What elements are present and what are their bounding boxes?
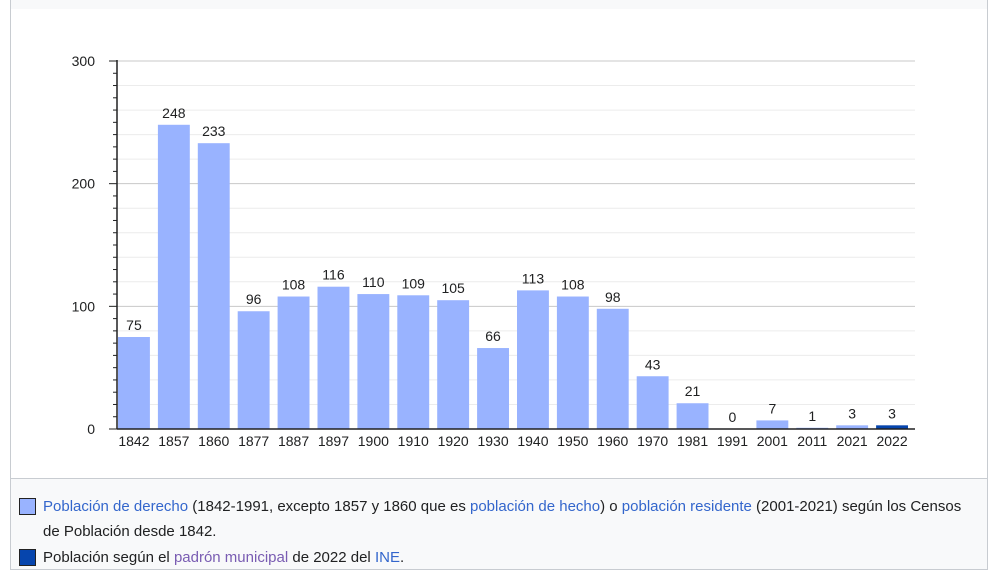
- x-tick-label: 1981: [677, 433, 708, 449]
- link-poblacion-residente[interactable]: población residente: [621, 498, 752, 515]
- population-bar-chart: 0 100 200 300 75 1842 248 1857 233 1860 96 1877 108 1…: [72, 53, 915, 449]
- data-label: 108: [282, 277, 306, 293]
- link-poblacion-derecho[interactable]: Población de derecho: [43, 498, 189, 515]
- data-label: 21: [685, 383, 701, 399]
- x-tick-label: 1900: [358, 433, 389, 449]
- x-tick-label: 1991: [717, 433, 748, 449]
- bar-1950: [556, 296, 589, 429]
- bar-1842: [118, 337, 150, 429]
- bar-1920: [437, 300, 470, 429]
- link-padron-municipal[interactable]: padrón municipal: [173, 549, 289, 566]
- bar-1981: [676, 403, 709, 429]
- x-tick-label: 2021: [837, 433, 868, 449]
- data-label: 98: [605, 289, 621, 305]
- data-label: 108: [561, 277, 585, 293]
- legend-text: Población según el: [43, 549, 174, 566]
- data-label: 66: [485, 328, 501, 344]
- data-label: 116: [322, 267, 345, 283]
- data-label: 233: [202, 123, 226, 139]
- legend: Población de derecho (1842-1991, excepto…: [19, 494, 979, 570]
- bar-1940: [517, 290, 549, 429]
- x-tick-label: 2011: [797, 433, 827, 449]
- x-tick-label: 1940: [517, 433, 548, 449]
- data-label: 75: [126, 317, 142, 333]
- link-poblacion-hecho[interactable]: población de hecho: [470, 498, 601, 515]
- bar-1900: [357, 294, 390, 429]
- legend-swatch-dark-blue: [19, 549, 36, 566]
- x-tick-label: 1887: [278, 433, 309, 449]
- x-tick-label: 1950: [557, 433, 588, 449]
- bar-1970: [636, 376, 669, 429]
- data-label: 110: [362, 274, 385, 290]
- y-tick-label: 300: [72, 53, 96, 69]
- data-label: 96: [246, 291, 262, 307]
- data-label: 248: [162, 105, 186, 121]
- x-tick-label: 1960: [597, 433, 628, 449]
- bar-2022: [876, 425, 908, 429]
- x-tick-label: 1857: [158, 433, 189, 449]
- x-tick-label: 1910: [398, 433, 429, 449]
- x-tick-label: 1860: [198, 433, 229, 449]
- x-tick-label: 1897: [318, 433, 349, 449]
- legend-text: ) o: [600, 498, 622, 515]
- bar-1860: [197, 143, 230, 430]
- x-tick-label: 2001: [757, 433, 788, 449]
- chart-area: 0 100 200 300 75 1842 248 1857 233 1860 96 1877 108 1…: [11, 9, 987, 479]
- y-tick-label: 0: [87, 421, 95, 437]
- data-label: 0: [729, 409, 737, 425]
- x-tick-label: 2022: [876, 433, 907, 449]
- bar-1887: [277, 296, 310, 429]
- legend-swatch-light-blue: [19, 498, 36, 515]
- bar-1877: [237, 311, 270, 429]
- bar-1897: [317, 286, 350, 429]
- data-label: 109: [402, 275, 426, 291]
- x-tick-label: 1970: [637, 433, 668, 449]
- bar-1930: [477, 348, 509, 429]
- data-label: 43: [645, 356, 661, 372]
- bar-1857: [157, 124, 190, 429]
- legend-row-padron: Población según el padrón municipal de 2…: [19, 545, 979, 570]
- x-tick-label: 1877: [238, 433, 269, 449]
- legend-text: de 2022 del: [288, 549, 375, 566]
- bar-2001: [756, 420, 789, 429]
- data-label: 1: [808, 408, 816, 424]
- data-label: 113: [522, 270, 545, 286]
- x-tick-label: 1920: [438, 433, 469, 449]
- legend-text: (2001-2021) según los Censos de Població…: [43, 498, 962, 540]
- y-tick-label: 100: [72, 298, 96, 314]
- bar-2021: [836, 425, 869, 429]
- link-ine[interactable]: INE: [374, 549, 400, 566]
- legend-text: .: [399, 549, 405, 566]
- data-label: 3: [848, 405, 856, 421]
- legend-text: (1842-1991, excepto 1857 y 1860 que es: [188, 498, 470, 515]
- data-label: 7: [768, 400, 776, 416]
- x-tick-label: 1842: [118, 433, 149, 449]
- y-tick-label: 200: [72, 176, 96, 192]
- bar-1960: [596, 308, 629, 429]
- legend-row-derecho: Población de derecho (1842-1991, excepto…: [19, 494, 979, 544]
- data-label: 3: [888, 405, 896, 421]
- bar-1910: [397, 295, 430, 429]
- data-label: 105: [441, 280, 465, 296]
- x-tick-label: 1930: [477, 433, 508, 449]
